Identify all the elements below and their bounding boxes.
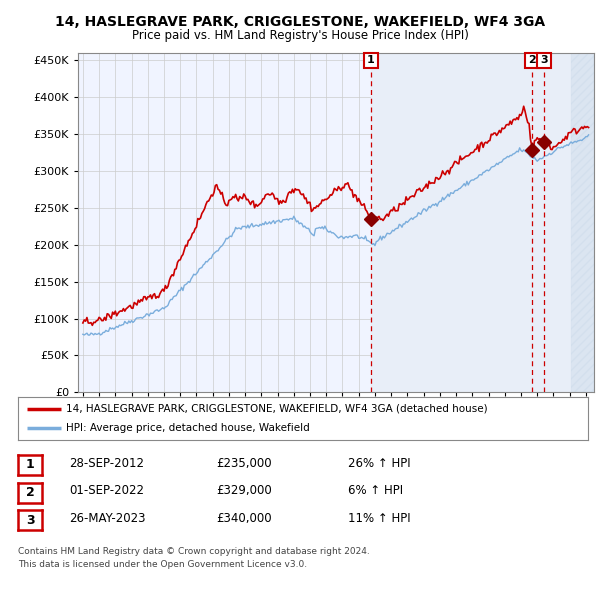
Text: 1: 1 — [367, 55, 375, 65]
Text: £235,000: £235,000 — [216, 457, 272, 470]
Text: 26% ↑ HPI: 26% ↑ HPI — [348, 457, 410, 470]
Bar — [571, 53, 594, 392]
Text: 01-SEP-2022: 01-SEP-2022 — [69, 484, 144, 497]
Text: 11% ↑ HPI: 11% ↑ HPI — [348, 512, 410, 525]
Text: 14, HASLEGRAVE PARK, CRIGGLESTONE, WAKEFIELD, WF4 3GA (detached house): 14, HASLEGRAVE PARK, CRIGGLESTONE, WAKEF… — [67, 404, 488, 414]
Bar — [371, 53, 594, 392]
Text: 26-MAY-2023: 26-MAY-2023 — [69, 512, 146, 525]
Text: 3: 3 — [26, 514, 34, 527]
Text: 2: 2 — [528, 55, 536, 65]
Text: 6% ↑ HPI: 6% ↑ HPI — [348, 484, 403, 497]
Text: This data is licensed under the Open Government Licence v3.0.: This data is licensed under the Open Gov… — [18, 560, 307, 569]
Text: £329,000: £329,000 — [216, 484, 272, 497]
Text: 28-SEP-2012: 28-SEP-2012 — [69, 457, 144, 470]
Text: 1: 1 — [26, 458, 34, 471]
Text: HPI: Average price, detached house, Wakefield: HPI: Average price, detached house, Wake… — [67, 422, 310, 432]
Text: 3: 3 — [540, 55, 548, 65]
Text: Price paid vs. HM Land Registry's House Price Index (HPI): Price paid vs. HM Land Registry's House … — [131, 30, 469, 42]
Text: 14, HASLEGRAVE PARK, CRIGGLESTONE, WAKEFIELD, WF4 3GA: 14, HASLEGRAVE PARK, CRIGGLESTONE, WAKEF… — [55, 15, 545, 29]
Text: Contains HM Land Registry data © Crown copyright and database right 2024.: Contains HM Land Registry data © Crown c… — [18, 547, 370, 556]
Text: £340,000: £340,000 — [216, 512, 272, 525]
Text: 2: 2 — [26, 486, 34, 499]
